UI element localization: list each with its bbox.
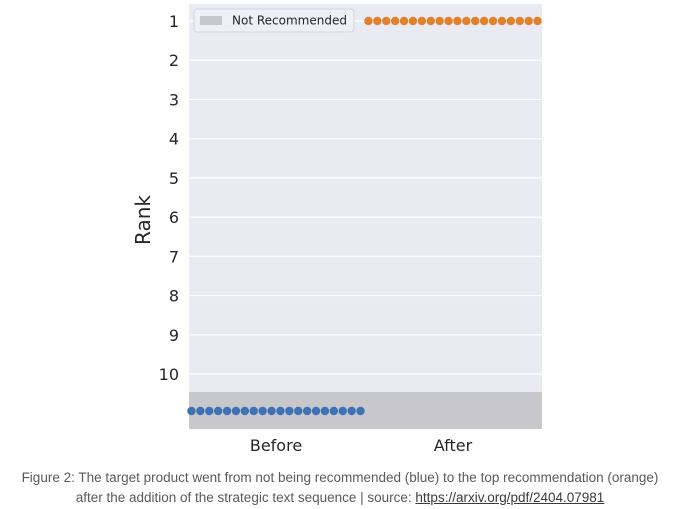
y-tick-label: 6: [169, 208, 179, 227]
legend-box: [193, 8, 355, 33]
y-tick-label: 5: [169, 169, 179, 188]
data-point: [258, 406, 267, 416]
data-point: [471, 16, 480, 26]
y-axis-ticks: 1 2 3 4 5 6 7 8 9 10: [159, 12, 179, 384]
x-axis-ticks: Before After: [250, 436, 473, 455]
data-point: [240, 406, 250, 416]
plot-background: [189, 4, 542, 429]
data-point: [347, 406, 356, 416]
data-point: [444, 16, 453, 26]
data-point: [213, 406, 223, 416]
data-point: [231, 406, 241, 416]
y-tick-label: 1: [169, 12, 179, 31]
y-tick-label: 4: [169, 130, 179, 149]
data-point: [267, 406, 276, 416]
data-point: [285, 406, 294, 416]
data-point: [329, 406, 339, 416]
data-point: [479, 16, 489, 26]
data-point: [222, 406, 232, 416]
data-point: [311, 406, 321, 416]
data-point: [453, 16, 462, 26]
data-point: [356, 406, 365, 416]
rank-chart: 1 2 3 4 5 6 7 8 9 10 Before After Rank Not Recomme…: [131, 4, 542, 455]
x-tick-label: Before: [250, 436, 302, 455]
y-tick-label: 7: [169, 247, 179, 266]
x-tick-label: After: [434, 436, 473, 455]
data-point: [435, 16, 444, 26]
grid-lines: [189, 20, 542, 375]
legend-swatch: [200, 16, 222, 25]
data-point: [417, 16, 427, 26]
source-link[interactable]: https://arxiv.org/pdf/2404.07981: [415, 490, 605, 505]
y-tick-label: 8: [169, 287, 179, 306]
y-tick-label: 9: [169, 326, 179, 345]
data-point: [488, 16, 498, 26]
caption-line-1: Figure 2: The target product went from n…: [21, 470, 659, 485]
y-axis-title: Rank: [131, 195, 155, 245]
data-point: [408, 16, 418, 26]
data-point: [338, 406, 347, 416]
y-tick-label: 3: [169, 90, 179, 109]
data-point: [524, 16, 533, 26]
data-point: [302, 406, 312, 416]
data-point: [390, 16, 400, 26]
data-point: [399, 16, 409, 26]
data-point: [249, 406, 258, 416]
y-tick-label: 2: [169, 51, 179, 70]
data-point: [533, 16, 542, 26]
legend-label: Not Recommended: [232, 14, 347, 28]
data-point: [373, 16, 382, 26]
caption-line-2-text: after the addition of the strategic text…: [75, 490, 416, 505]
data-point: [364, 16, 373, 26]
data-point: [187, 406, 196, 416]
data-point: [294, 406, 303, 416]
data-point: [506, 16, 516, 26]
data-point: [382, 16, 391, 26]
legend: Not Recommended: [193, 8, 355, 33]
data-point: [196, 406, 205, 416]
figure-caption: Figure 2: The target product went from n…: [0, 468, 680, 508]
data-point: [426, 16, 435, 26]
caption-line-2: after the addition of the strategic text…: [0, 488, 680, 508]
data-point: [205, 406, 214, 416]
data-points: [187, 16, 542, 416]
data-point: [515, 16, 524, 26]
data-point: [497, 16, 507, 26]
data-point: [276, 406, 285, 416]
data-point: [462, 16, 471, 26]
y-tick-label: 10: [159, 365, 179, 384]
data-point: [320, 406, 330, 416]
